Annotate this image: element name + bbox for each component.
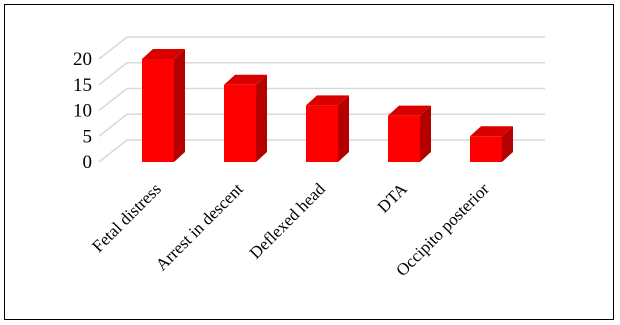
bar-front-face [306, 105, 338, 162]
y-tick-label: 5 [83, 126, 93, 147]
bar-front-face [388, 115, 420, 162]
bar-top-face [306, 95, 349, 106]
bar [306, 95, 349, 162]
grid-line [98, 62, 545, 86]
grid-line [98, 36, 545, 60]
y-tick-label: 10 [73, 101, 92, 122]
y-axis-ticks: 0 5 10 15 20 [73, 49, 92, 173]
y-tick-label: 15 [73, 75, 92, 96]
y-tick-label: 20 [73, 49, 92, 70]
x-category-label: DTA [374, 179, 412, 217]
x-category-label: Fetal distress [88, 179, 165, 256]
bar-top-face [224, 74, 267, 85]
bar-top-face [142, 49, 185, 59]
bar-side-face [174, 49, 185, 162]
bars [142, 49, 513, 162]
bar [142, 49, 185, 162]
bar-top-face [470, 126, 513, 137]
bar-front-face [224, 84, 256, 162]
grid-line [98, 87, 545, 112]
bar [224, 74, 267, 162]
x-category-label: Arrest in descent [152, 179, 247, 274]
bar [470, 126, 513, 162]
bar-side-face [256, 74, 267, 162]
x-category-label: Deflexed head [246, 179, 330, 263]
bar-side-face [420, 105, 431, 162]
bar [388, 105, 431, 162]
x-axis-categories: Fetal distress Arrest in descent Deflexe… [88, 179, 493, 280]
y-tick-label: 0 [83, 152, 93, 173]
bar-side-face [338, 95, 349, 162]
bar-front-face [470, 136, 502, 162]
bar-front-face [142, 59, 174, 162]
bar-top-face [388, 105, 431, 116]
bar-side-face [502, 126, 513, 162]
